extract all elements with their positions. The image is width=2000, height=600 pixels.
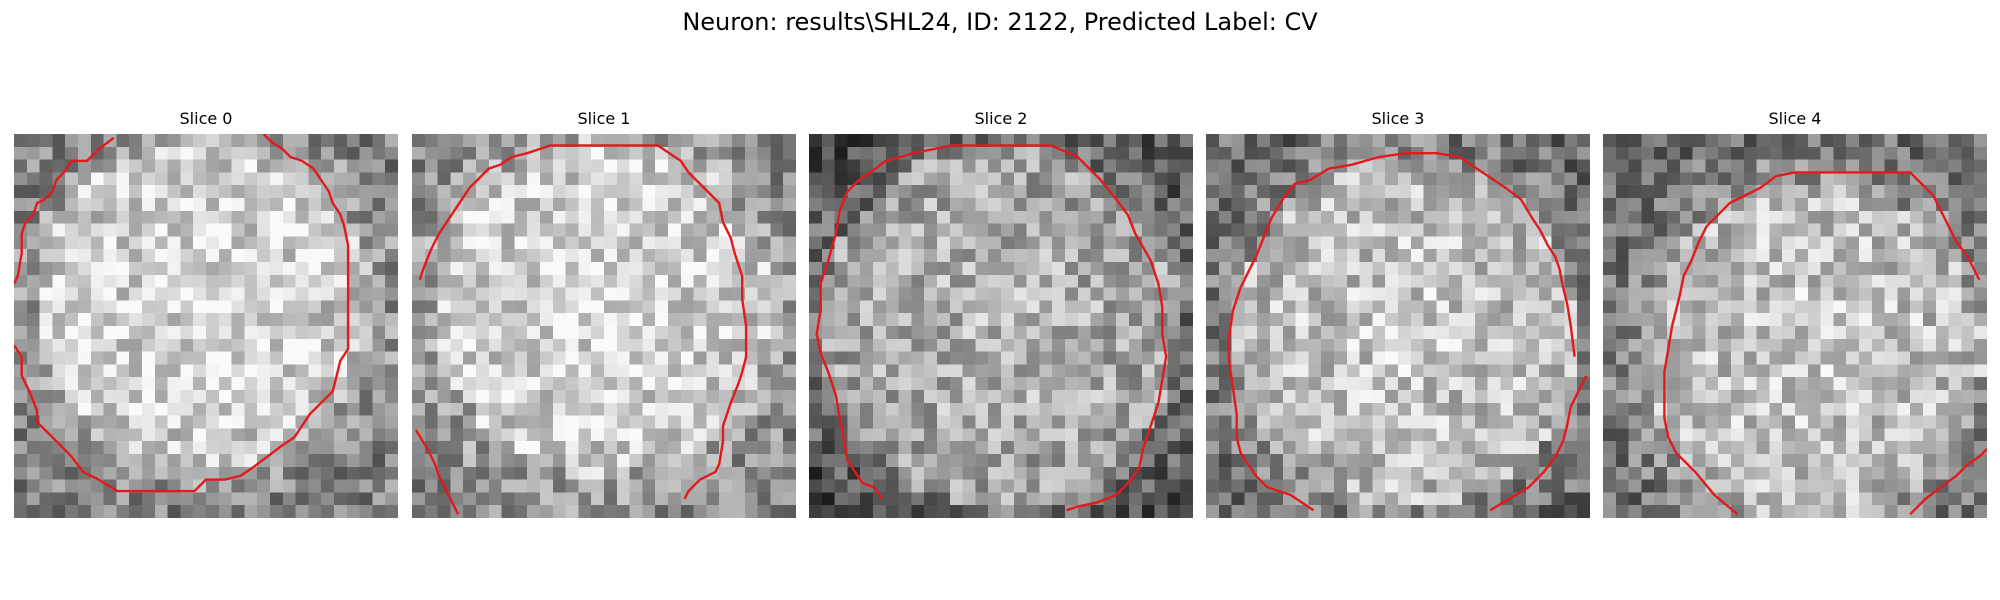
slice-title: Slice 0	[179, 109, 233, 128]
slice-panel-1: Slice 1	[412, 108, 796, 518]
slice-image	[1206, 134, 1590, 518]
slice-title: Slice 1	[577, 109, 631, 128]
slice-panel-2: Slice 2	[809, 108, 1193, 518]
slice-image	[1603, 134, 1987, 518]
slice-image	[809, 134, 1193, 518]
slice-panel-0: Slice 0	[14, 108, 398, 518]
slice-image	[412, 134, 796, 518]
slice-panel-3: Slice 3	[1206, 108, 1590, 518]
slice-image	[14, 134, 398, 518]
slice-title: Slice 4	[1768, 109, 1822, 128]
slice-panel-4: Slice 4	[1603, 108, 1987, 518]
slice-title: Slice 2	[974, 109, 1028, 128]
slice-title: Slice 3	[1371, 109, 1425, 128]
figure-title: Neuron: results\SHL24, ID: 2122, Predict…	[682, 8, 1318, 36]
